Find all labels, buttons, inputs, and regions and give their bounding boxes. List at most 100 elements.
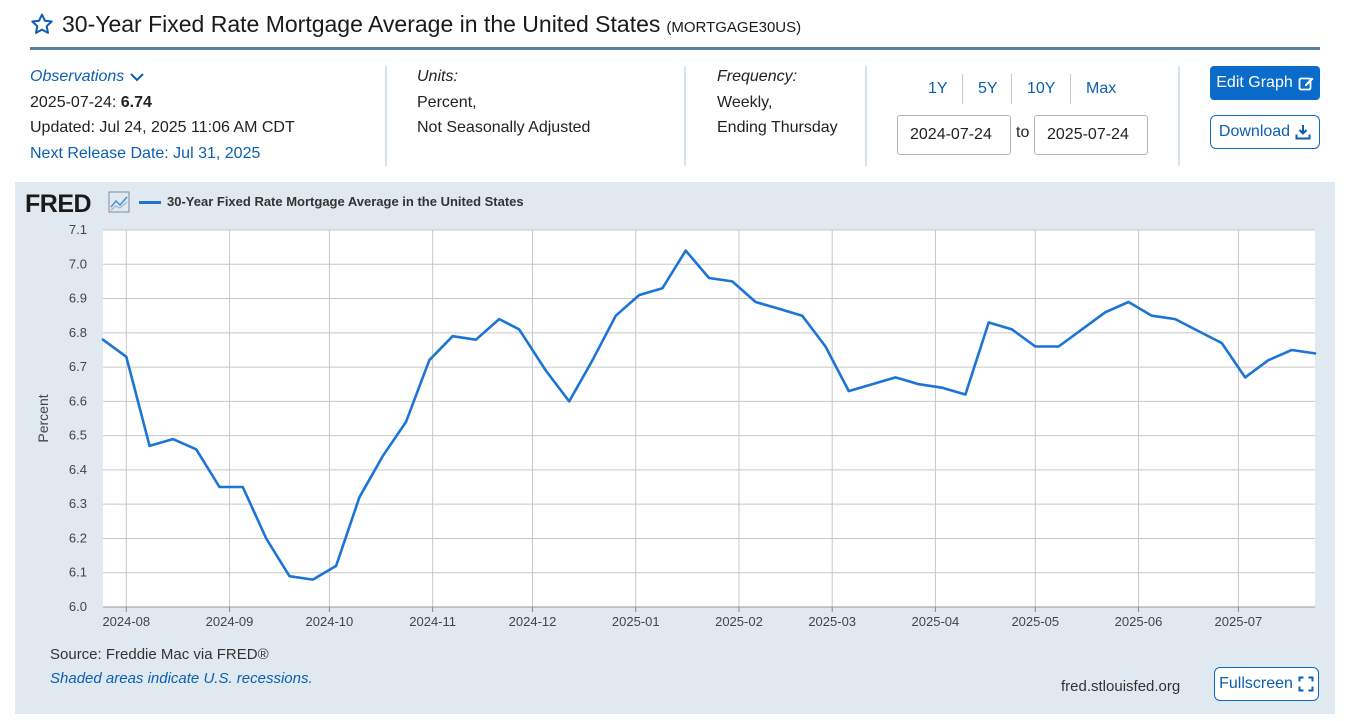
data-point <box>474 338 478 342</box>
y-tick-label: 6.9 <box>69 291 87 306</box>
edit-graph-button[interactable]: Edit Graph <box>1210 66 1320 100</box>
range-10y-button[interactable]: 10Y <box>1027 80 1056 97</box>
range-separator <box>962 74 963 104</box>
data-point <box>754 300 758 304</box>
data-point <box>357 495 361 499</box>
data-point <box>870 382 874 386</box>
x-tick-label: 2025-07 <box>1215 614 1263 629</box>
data-point <box>1290 348 1294 352</box>
edit-icon <box>1298 77 1314 91</box>
data-point <box>847 389 851 393</box>
y-tick-label: 6.5 <box>69 428 87 443</box>
data-point <box>1266 358 1270 362</box>
y-tick-label: 6.1 <box>69 565 87 580</box>
data-point <box>707 276 711 280</box>
data-point <box>1103 310 1107 314</box>
x-tick-label: 2024-12 <box>509 614 557 629</box>
x-tick-label: 2024-11 <box>409 614 456 629</box>
data-point <box>1193 327 1197 331</box>
chart-plot: 6.0 6.1 6.2 6.3 6.4 6.5 6.6 6.7 6.8 6.9 7.0 7.1 2024… <box>35 222 1317 629</box>
range-max-button[interactable]: Max <box>1086 80 1117 97</box>
data-point <box>124 355 128 359</box>
data-point <box>451 334 455 338</box>
data-point <box>194 447 198 451</box>
x-tick-label: 2024-10 <box>306 614 354 629</box>
start-date-input[interactable] <box>897 115 1011 155</box>
data-point <box>1173 317 1177 321</box>
download-icon <box>1295 125 1311 140</box>
download-label: Download <box>1218 123 1291 140</box>
data-point <box>1243 375 1247 379</box>
divider <box>684 66 686 166</box>
source-text: Source: Freddie Mac via FRED® <box>50 646 269 663</box>
x-tick-label: 2025-02 <box>715 614 763 629</box>
y-tick-label: 6.3 <box>69 496 87 511</box>
range-separator <box>1011 74 1012 104</box>
x-tick-label: 2024-09 <box>206 614 254 629</box>
series-line <box>101 249 1317 581</box>
data-point <box>1080 327 1084 331</box>
data-point <box>1127 300 1131 304</box>
data-point <box>637 293 641 297</box>
star-icon[interactable] <box>30 12 54 36</box>
range-5y-button[interactable]: 5Y <box>978 80 998 97</box>
units-label: Units: <box>417 68 458 85</box>
download-button[interactable]: Download <box>1210 115 1320 149</box>
observations-dropdown[interactable]: Observations <box>30 64 145 90</box>
latest-date: 2025-07-24: <box>30 93 117 111</box>
fullscreen-button[interactable]: Fullscreen <box>1214 667 1319 701</box>
divider <box>865 66 867 166</box>
data-point <box>800 314 804 318</box>
data-point <box>264 536 268 540</box>
units-block: Units: Percent, Not Seasonally Adjusted <box>417 64 590 141</box>
y-tick-label: 6.8 <box>69 325 87 340</box>
edit-graph-label: Edit Graph <box>1216 74 1293 91</box>
fred-url[interactable]: fred.stlouisfed.org <box>1061 678 1181 695</box>
data-point <box>497 317 501 321</box>
units-line-1: Percent, <box>417 93 477 111</box>
legend-label: 30-Year Fixed Rate Mortgage Average in t… <box>167 194 524 209</box>
legend-swatch <box>139 201 161 204</box>
fullscreen-label: Fullscreen <box>1219 675 1293 692</box>
y-tick-label: 6.4 <box>69 462 87 477</box>
data-point <box>427 358 431 362</box>
y-tick-label: 6.0 <box>69 599 87 614</box>
x-tick-label: 2025-04 <box>912 614 960 629</box>
data-point <box>730 279 734 283</box>
observations-link[interactable]: Observations <box>30 68 125 85</box>
data-point <box>684 249 688 253</box>
data-point <box>287 574 291 578</box>
end-date-input[interactable] <box>1034 115 1148 155</box>
data-point <box>963 393 967 397</box>
data-point <box>101 338 105 342</box>
data-point <box>171 437 175 441</box>
x-tick-label: 2025-01 <box>612 614 660 629</box>
data-point <box>1220 341 1224 345</box>
x-tick-label: 2025-05 <box>1011 614 1059 629</box>
next-release-link[interactable]: Next Release Date: Jul 31, 2025 <box>30 144 261 162</box>
units-line-2: Not Seasonally Adjusted <box>417 119 591 136</box>
data-point <box>1150 314 1154 318</box>
updated-text: Updated: Jul 24, 2025 11:06 AM CDT <box>30 119 295 136</box>
data-point <box>567 399 571 403</box>
frequency-block: Frequency: Weekly, Ending Thursday <box>717 64 838 141</box>
chevron-down-icon <box>130 73 144 82</box>
data-point <box>590 358 594 362</box>
recession-note: Shaded areas indicate U.S. recessions. <box>50 670 313 687</box>
x-tick-label: 2025-03 <box>808 614 856 629</box>
x-tick-label: 2024-08 <box>102 614 150 629</box>
data-point <box>824 345 828 349</box>
data-point <box>544 369 548 373</box>
data-point <box>660 286 664 290</box>
frequency-line-1: Weekly, <box>717 93 773 111</box>
data-point <box>987 321 991 325</box>
title-row: 30-Year Fixed Rate Mortgage Average in t… <box>30 8 801 38</box>
data-point <box>241 485 245 489</box>
latest-value: 6.74 <box>120 93 152 111</box>
date-to-label: to <box>1016 124 1030 141</box>
range-1y-button[interactable]: 1Y <box>928 80 948 97</box>
y-axis-label: Percent <box>35 394 51 442</box>
x-tick-label: 2025-06 <box>1115 614 1163 629</box>
observations-block: Observations 2025-07-24: 6.74 Updated: J… <box>30 64 295 166</box>
data-point <box>893 375 897 379</box>
